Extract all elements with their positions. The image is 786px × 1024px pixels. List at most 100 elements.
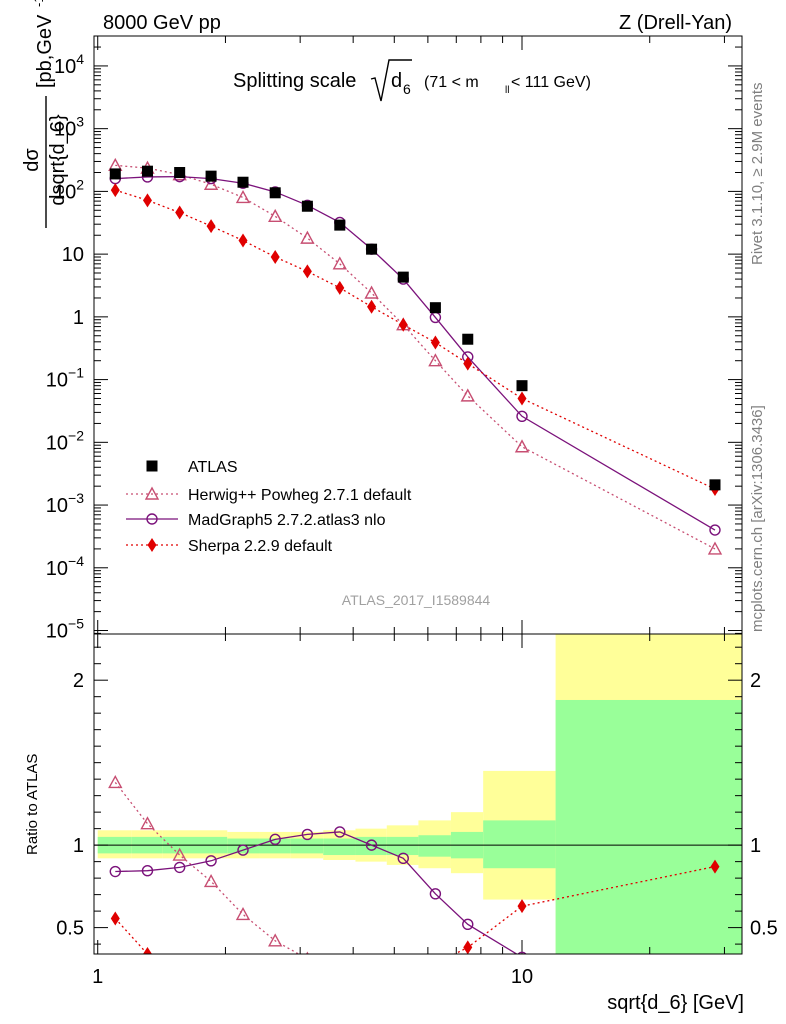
- ytick-label-8: 10−4: [46, 553, 84, 580]
- point-ratio-herwig-3: [203, 873, 219, 888]
- ylabel-unit-sup: -1: [31, 0, 46, 7]
- point-ratio-madgraph5-4: [237, 844, 249, 856]
- legend-2-label: MadGraph5 2.7.2.atlas3 nlo: [188, 512, 386, 529]
- point-main-herwig-13: [707, 541, 723, 555]
- point-ratio-madgraph5-5: [269, 833, 281, 846]
- point-main-atlas-10: [429, 302, 441, 314]
- point-ratio-sherpa-2: [175, 965, 184, 979]
- beam-label: 8000 GeV pp: [103, 12, 221, 34]
- rtick-label-right-2: 0.5: [750, 918, 778, 940]
- point-main-sherpa-10: [430, 335, 440, 350]
- ratio-y-label: Ratio to ATLAS: [24, 754, 41, 855]
- point-ratio-herwig-11: [462, 983, 474, 994]
- ytick-label-1: 103: [54, 114, 84, 141]
- point-ratio-madgraph5-12: [517, 951, 527, 954]
- ylabel-den: dsqrt{d_6}: [47, 114, 69, 206]
- ytick-label-mantissa: 10: [54, 181, 76, 203]
- svg-text:(71 < m: (71 < m: [424, 74, 479, 91]
- svg-text:6: 6: [403, 81, 411, 97]
- point-main-atlas-6: [301, 200, 313, 212]
- title-var: d: [391, 70, 402, 92]
- point-ratio-sherpa-0: [110, 911, 120, 926]
- ytick-label-exponent: −1: [68, 365, 84, 381]
- ytick-label-2: 102: [54, 176, 84, 203]
- mcplots-label: mcplots.cern.ch [arXiv:1306.3436]: [749, 405, 766, 632]
- ylabel-num: dσ: [21, 148, 43, 172]
- ytick-label-mantissa: 10: [54, 56, 76, 78]
- point-ratio-herwig-7: [334, 964, 346, 975]
- rtick-label-left-1: 1: [73, 835, 84, 857]
- point-main-sherpa-6: [302, 264, 312, 279]
- point-main-sherpa-7: [335, 280, 345, 295]
- band-inner-4: [227, 838, 260, 854]
- ytick-label-0: 104: [54, 51, 84, 78]
- sqrt-symbol: [370, 59, 412, 102]
- title-prefix: Splitting scale: [233, 70, 356, 92]
- point-ratio-sherpa-6: [303, 988, 312, 1002]
- point-main-atlas-5: [269, 187, 281, 199]
- point-main-sherpa-12: [517, 391, 527, 406]
- ratio-panel-frame: [93, 633, 743, 955]
- point-main-sherpa-5: [270, 249, 280, 264]
- point-ratio-herwig-4: [235, 906, 251, 921]
- ytick-label-mantissa: 10: [62, 244, 84, 266]
- legend-0-label: ATLAS: [188, 459, 238, 476]
- ytick-label-exponent: 2: [76, 176, 84, 192]
- point-ratio-herwig-9: [397, 976, 409, 987]
- ytick-label-exponent: −5: [68, 616, 84, 632]
- ytick-label-7: 10−3: [46, 490, 84, 517]
- point-main-herwig-11: [460, 388, 475, 402]
- point-ratio-sherpa-9: [399, 975, 408, 989]
- ytick-label-mantissa: 10: [46, 621, 68, 643]
- point-ratio-madgraph5-8: [365, 839, 378, 851]
- ytick-label-exponent: −2: [68, 427, 84, 443]
- point-ratio-sherpa-8: [367, 983, 376, 997]
- ytick-label-mantissa: 10: [46, 432, 68, 454]
- point-ratio-madgraph5-9: [397, 852, 409, 865]
- xtick-label-1: 10: [511, 966, 533, 988]
- point-main-atlas-12: [516, 380, 528, 392]
- legend-2-marker: [146, 513, 158, 525]
- point-ratio-herwig-2: [172, 847, 187, 861]
- point-main-herwig-8: [364, 285, 379, 299]
- svg-text:[pb,GeV: [pb,GeV: [34, 14, 56, 88]
- ytick-label-mantissa: 1: [73, 307, 84, 329]
- point-ratio-herwig-5: [268, 933, 283, 947]
- point-ratio-sherpa-7: [335, 987, 344, 1001]
- svg-text:ll: ll: [505, 85, 509, 96]
- point-main-madgraph5-12: [516, 410, 528, 422]
- plot-title: Splitting scale d 6 (71 < m ll < 111 GeV…: [233, 59, 591, 102]
- point-main-atlas-8: [366, 243, 378, 255]
- point-ratio-herwig-8: [366, 971, 378, 982]
- ytick-label-mantissa: 10: [46, 495, 68, 517]
- point-main-atlas-4: [237, 176, 249, 188]
- point-ratio-herwig-12: [516, 987, 528, 998]
- ytick-label-exponent: −4: [68, 553, 84, 569]
- xtick-label-0: 1: [92, 966, 103, 988]
- point-ratio-madgraph5-3: [205, 855, 217, 867]
- svg-text:< 111 GeV): < 111 GeV): [511, 74, 591, 91]
- band-inner-5: [259, 838, 291, 854]
- point-main-atlas-3: [205, 170, 217, 182]
- point-main-herwig-3: [203, 176, 219, 190]
- point-main-herwig-6: [300, 230, 315, 244]
- legend-3-marker: [147, 538, 157, 552]
- point-ratio-madgraph5-7: [334, 826, 346, 838]
- point-main-atlas-9: [397, 271, 409, 283]
- ytick-label-mantissa: 10: [46, 558, 68, 580]
- legend-1-marker: [144, 486, 160, 500]
- point-ratio-sherpa-10: [431, 957, 440, 971]
- point-main-sherpa-8: [367, 299, 377, 314]
- y-axis-label: dσ dsqrt{d_6} [pb,GeV -1 ]: [21, 0, 69, 228]
- svg-text:d: d: [391, 70, 402, 92]
- point-main-madgraph5-13: [709, 524, 721, 536]
- point-ratio-madgraph5-6: [301, 828, 314, 841]
- point-main-atlas-7: [334, 219, 346, 231]
- point-main-atlas-0: [109, 168, 121, 180]
- ytick-label-exponent: −3: [68, 490, 84, 506]
- point-main-atlas-11: [462, 333, 474, 345]
- rtick-label-left-0: 2: [73, 670, 84, 692]
- point-ratio-herwig-0: [108, 774, 123, 789]
- rivet-label: Rivet 3.1.10, ≥ 2.9M events: [749, 83, 766, 266]
